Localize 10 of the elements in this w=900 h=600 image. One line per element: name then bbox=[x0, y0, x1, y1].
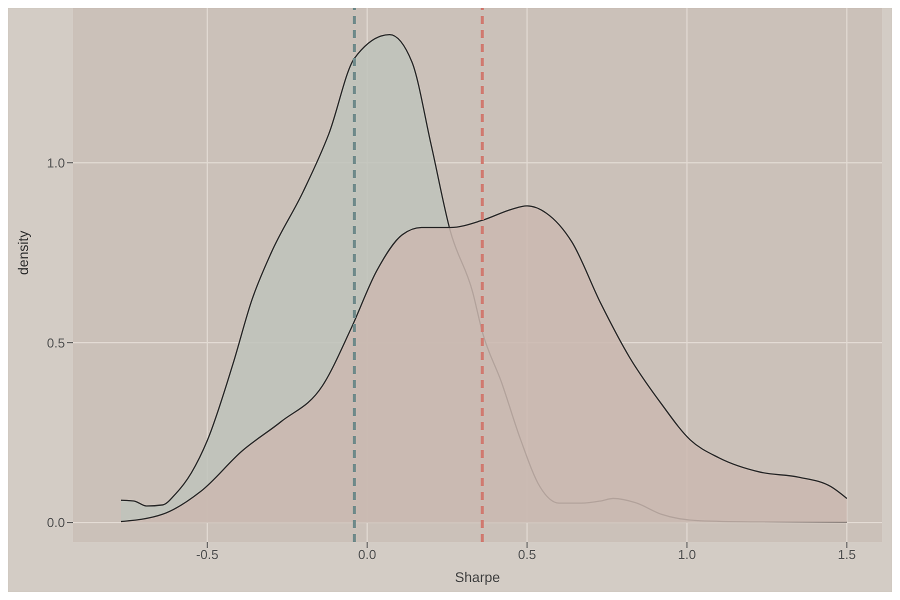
x-tick-label: 0.5 bbox=[518, 547, 536, 562]
x-tick-label: 1.5 bbox=[838, 547, 856, 562]
y-tick-label: 0.0 bbox=[46, 515, 65, 530]
x-axis-title: Sharpe bbox=[454, 569, 500, 585]
y-axis-title: density bbox=[14, 230, 31, 275]
y-tick-label: 0.5 bbox=[46, 335, 65, 350]
x-tick-label: 1.0 bbox=[678, 547, 696, 562]
y-tick-label: 1.0 bbox=[46, 155, 65, 170]
x-tick-label: -0.5 bbox=[196, 547, 219, 562]
x-tick-label: 0.0 bbox=[358, 547, 376, 562]
